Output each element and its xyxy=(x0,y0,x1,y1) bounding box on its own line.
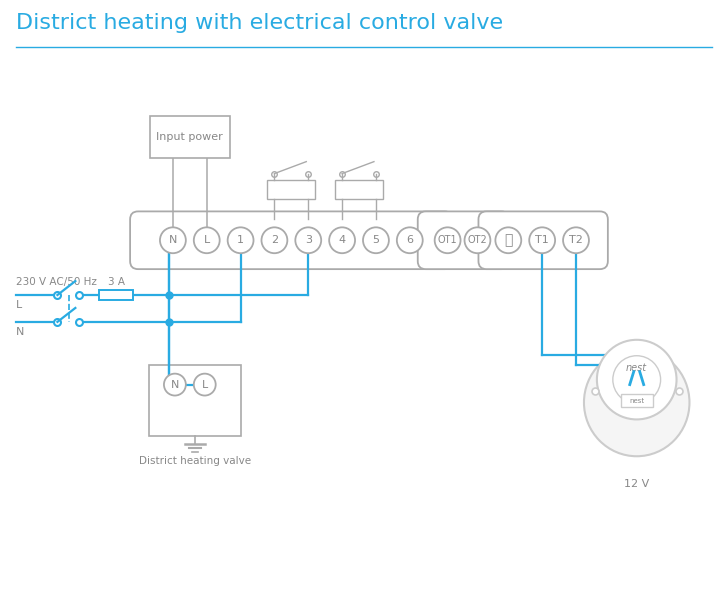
Text: L: L xyxy=(204,235,210,245)
Circle shape xyxy=(397,228,423,253)
Bar xyxy=(267,179,315,200)
Text: nest: nest xyxy=(626,363,647,372)
Circle shape xyxy=(529,228,555,253)
Text: 3: 3 xyxy=(305,235,312,245)
Bar xyxy=(99,290,133,300)
Text: 1: 1 xyxy=(237,235,244,245)
Text: 2: 2 xyxy=(271,235,278,245)
FancyBboxPatch shape xyxy=(130,211,453,269)
Circle shape xyxy=(261,228,288,253)
Text: ⏚: ⏚ xyxy=(504,233,513,247)
Text: 12 V: 12 V xyxy=(624,479,649,489)
Text: N: N xyxy=(170,380,179,390)
FancyBboxPatch shape xyxy=(478,211,608,269)
Text: 5: 5 xyxy=(373,235,379,245)
Text: 4: 4 xyxy=(339,235,346,245)
Circle shape xyxy=(597,340,676,419)
Text: District heating with electrical control valve: District heating with electrical control… xyxy=(15,13,503,33)
Text: 6: 6 xyxy=(406,235,414,245)
Bar xyxy=(150,116,229,157)
Circle shape xyxy=(164,374,186,396)
FancyBboxPatch shape xyxy=(418,211,510,269)
Circle shape xyxy=(613,356,660,403)
Circle shape xyxy=(228,228,253,253)
Circle shape xyxy=(495,228,521,253)
Circle shape xyxy=(194,374,215,396)
Bar xyxy=(621,394,652,407)
Circle shape xyxy=(363,228,389,253)
Text: T2: T2 xyxy=(569,235,583,245)
Text: OT2: OT2 xyxy=(467,235,487,245)
Circle shape xyxy=(435,228,461,253)
Bar xyxy=(335,179,383,200)
Text: N: N xyxy=(15,327,24,337)
Ellipse shape xyxy=(584,349,689,456)
Circle shape xyxy=(329,228,355,253)
Text: nest: nest xyxy=(629,397,644,403)
Text: N: N xyxy=(169,235,177,245)
Text: Input power: Input power xyxy=(157,132,223,142)
Text: 3 A: 3 A xyxy=(108,277,124,287)
Text: L: L xyxy=(202,380,208,390)
Circle shape xyxy=(296,228,321,253)
Circle shape xyxy=(464,228,491,253)
Text: T1: T1 xyxy=(535,235,549,245)
Text: OT1: OT1 xyxy=(438,235,457,245)
Bar xyxy=(149,365,240,437)
Circle shape xyxy=(563,228,589,253)
Text: District heating valve: District heating valve xyxy=(139,456,251,466)
Circle shape xyxy=(194,228,220,253)
Text: L: L xyxy=(15,300,22,310)
Circle shape xyxy=(160,228,186,253)
Text: 230 V AC/50 Hz: 230 V AC/50 Hz xyxy=(15,277,97,287)
